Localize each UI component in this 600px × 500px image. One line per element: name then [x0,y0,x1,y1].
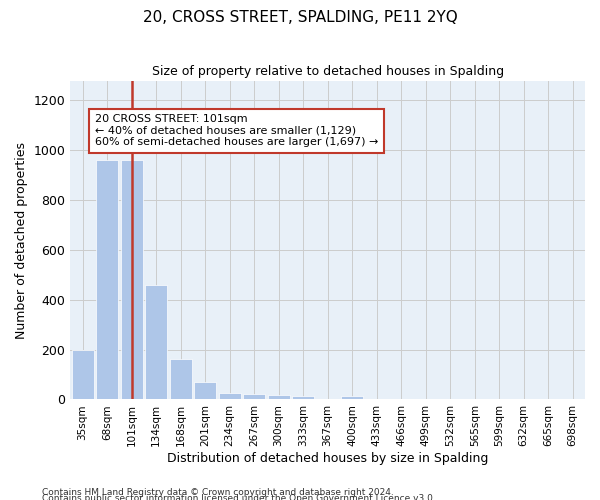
Text: Contains HM Land Registry data © Crown copyright and database right 2024.: Contains HM Land Registry data © Crown c… [42,488,394,497]
Bar [71,350,94,400]
Bar [194,382,216,400]
Title: Size of property relative to detached houses in Spalding: Size of property relative to detached ho… [152,65,504,78]
Text: Contains public sector information licensed under the Open Government Licence v3: Contains public sector information licen… [42,494,436,500]
Bar [96,160,118,400]
Bar [170,359,191,400]
Text: 20 CROSS STREET: 101sqm
← 40% of detached houses are smaller (1,129)
60% of semi: 20 CROSS STREET: 101sqm ← 40% of detache… [95,114,378,148]
Bar [268,395,290,400]
Bar [341,396,363,400]
Bar [121,160,143,400]
X-axis label: Distribution of detached houses by size in Spalding: Distribution of detached houses by size … [167,452,488,465]
Bar [218,392,241,400]
Bar [145,285,167,400]
Text: 20, CROSS STREET, SPALDING, PE11 2YQ: 20, CROSS STREET, SPALDING, PE11 2YQ [143,10,457,25]
Bar [292,396,314,400]
Y-axis label: Number of detached properties: Number of detached properties [15,142,28,338]
Bar [243,394,265,400]
